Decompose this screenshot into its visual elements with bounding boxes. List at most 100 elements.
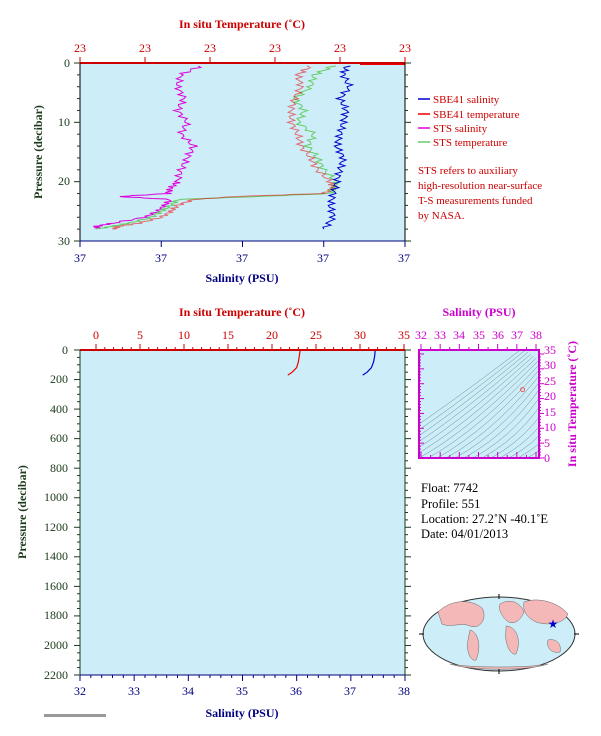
ts-density-contour [472, 397, 539, 458]
footer-mark [44, 714, 106, 717]
bottom-pressure-tick-label: 400 [50, 402, 68, 416]
bottom-pressure-tick-label: 2000 [44, 638, 68, 652]
top-temp-tick-label: 23 [204, 41, 216, 55]
ts-point [520, 387, 526, 393]
legend-label-sbe41-salinity: SBE41 salinity [433, 94, 500, 106]
legend-label-sbe41-temperature: SBE41 temperature [433, 109, 520, 121]
legend-note-line: T-S measurements funded [418, 195, 533, 207]
bottom-series-line [362, 349, 376, 376]
ts-density-contour [419, 350, 526, 431]
ts-sal-tick-label: 33 [434, 328, 446, 342]
bottom-pressure-tick-label: 1200 [44, 520, 68, 534]
bottom-sal-tick-label: 37 [344, 684, 356, 698]
bottom-temp-tick-label: 15 [222, 328, 234, 342]
world-map: ★ [419, 594, 579, 674]
bottom-temp-tick-label: 25 [310, 328, 322, 342]
ts-density-contour [463, 389, 539, 458]
legend-note-line: by NASA. [418, 210, 465, 222]
bottom-sal-tick-label: 38 [398, 684, 410, 698]
bottom-sal-tick-label: 36 [290, 684, 302, 698]
top-sal-tick-label: 37 [398, 251, 410, 265]
ts-density-contour [427, 364, 539, 458]
bottom-pressure-tick-label: 1400 [44, 549, 68, 563]
ts-sal-tick-label: 36 [492, 328, 504, 342]
top-series-line [93, 65, 203, 230]
legend-note-line: high-resolution near-surface [418, 180, 542, 192]
ts-density-contour [445, 375, 539, 458]
top-temp-tick-label: 23 [74, 41, 86, 55]
bottom-temp-tick-label: 35 [398, 328, 410, 342]
ts-sal-tick-label: 35 [473, 328, 485, 342]
ts-temp-tick-label: 0 [544, 451, 550, 465]
ts-diagram: Salinity (PSU) In situ Temperature (˚C) … [415, 305, 579, 467]
top-sal-tick-label: 37 [155, 251, 167, 265]
legend-label-sts-temperature: STS temperature [433, 137, 507, 149]
top-ticks-group [74, 57, 411, 247]
top-temp-tick-label: 23 [399, 41, 411, 55]
ts-sal-axis-title: Salinity (PSU) [442, 305, 515, 319]
ts-temp-axis-title: In situ Temperature (˚C) [565, 341, 579, 467]
ts-temp-tick-label: 35 [544, 343, 556, 357]
ts-sal-tick-label: 32 [415, 328, 427, 342]
ts-density-contour [419, 353, 532, 442]
ts-sal-tick-label: 34 [453, 328, 465, 342]
ts-density-contour [419, 357, 537, 454]
top-series-line [112, 65, 338, 230]
bottom-pressure-tick-label: 0 [62, 343, 68, 357]
top-pressure-tick-label: 20 [58, 174, 70, 188]
top-sal-tick-label: 37 [317, 251, 329, 265]
ts-density-contour [508, 435, 539, 458]
date: Date: 04/01/2013 [421, 527, 508, 541]
ts-density-contour [419, 359, 539, 458]
float-id: Float: 7742 [421, 481, 478, 495]
ts-temp-tick-label: 20 [544, 389, 556, 403]
ts-density-contour [419, 355, 534, 448]
ts-temp-tick-label: 5 [544, 436, 550, 450]
bottom-sal-tick-label: 34 [182, 684, 194, 698]
float-location-star-icon: ★ [548, 617, 559, 631]
bottom-series-line [287, 349, 301, 376]
ts-density-contour [499, 426, 539, 458]
legend-note-line: STS refers to auxiliary [418, 165, 518, 177]
top-temp-axis-title: In situ Temperature (˚C) [179, 17, 305, 31]
ts-temp-tick-label: 25 [544, 374, 556, 388]
bottom-pressure-tick-label: 2200 [44, 668, 68, 682]
top-pressure-tick-label: 0 [64, 56, 70, 70]
profile-number: Profile: 551 [421, 497, 480, 511]
location: Location: 27.2˚N -40.1˚E [421, 512, 548, 526]
ts-density-contours [419, 350, 539, 458]
float-info: Float: 7742 Profile: 551 Location: 27.2˚… [421, 481, 548, 541]
top-pressure-tick-label: 30 [58, 234, 70, 248]
bottom-pressure-axis-title: Pressure (decibar) [15, 465, 29, 559]
ts-density-contour [419, 351, 529, 436]
bottom-temp-tick-label: 30 [354, 328, 366, 342]
ts-sal-tick-label: 38 [530, 328, 542, 342]
bottom-pressure-tick-label: 1000 [44, 490, 68, 504]
map-land [437, 599, 569, 670]
bottom-pressure-tick-label: 600 [50, 431, 68, 445]
top-chart: In situ Temperature (˚C) Salinity (PSU) … [31, 17, 411, 285]
top-temp-tick-label: 23 [269, 41, 281, 55]
bottom-temp-tick-label: 5 [137, 328, 143, 342]
top-temp-tick-label: 23 [139, 41, 151, 55]
ts-temp-tick-label: 10 [544, 420, 556, 434]
legend-label-sts-salinity: STS salinity [433, 123, 488, 135]
ts-density-contour [490, 416, 539, 458]
bottom-pressure-tick-label: 1800 [44, 608, 68, 622]
bottom-sal-tick-label: 33 [128, 684, 140, 698]
bottom-series-group [287, 349, 376, 376]
ts-density-contour [454, 382, 539, 458]
bottom-temp-tick-label: 10 [178, 328, 190, 342]
top-sal-tick-label: 37 [236, 251, 248, 265]
bottom-chart: In situ Temperature (˚C) Salinity (PSU) … [15, 305, 411, 720]
ts-density-contour [419, 350, 521, 425]
bottom-pressure-tick-label: 800 [50, 461, 68, 475]
ts-temp-tick-label: 15 [544, 405, 556, 419]
top-sal-tick-label: 37 [74, 251, 86, 265]
legend: SBE41 salinity SBE41 temperature STS sal… [418, 94, 542, 222]
ts-density-contour [436, 369, 539, 458]
ts-density-contour [481, 406, 539, 458]
bottom-pressure-tick-label: 200 [50, 372, 68, 386]
ts-density-contour [526, 450, 539, 458]
